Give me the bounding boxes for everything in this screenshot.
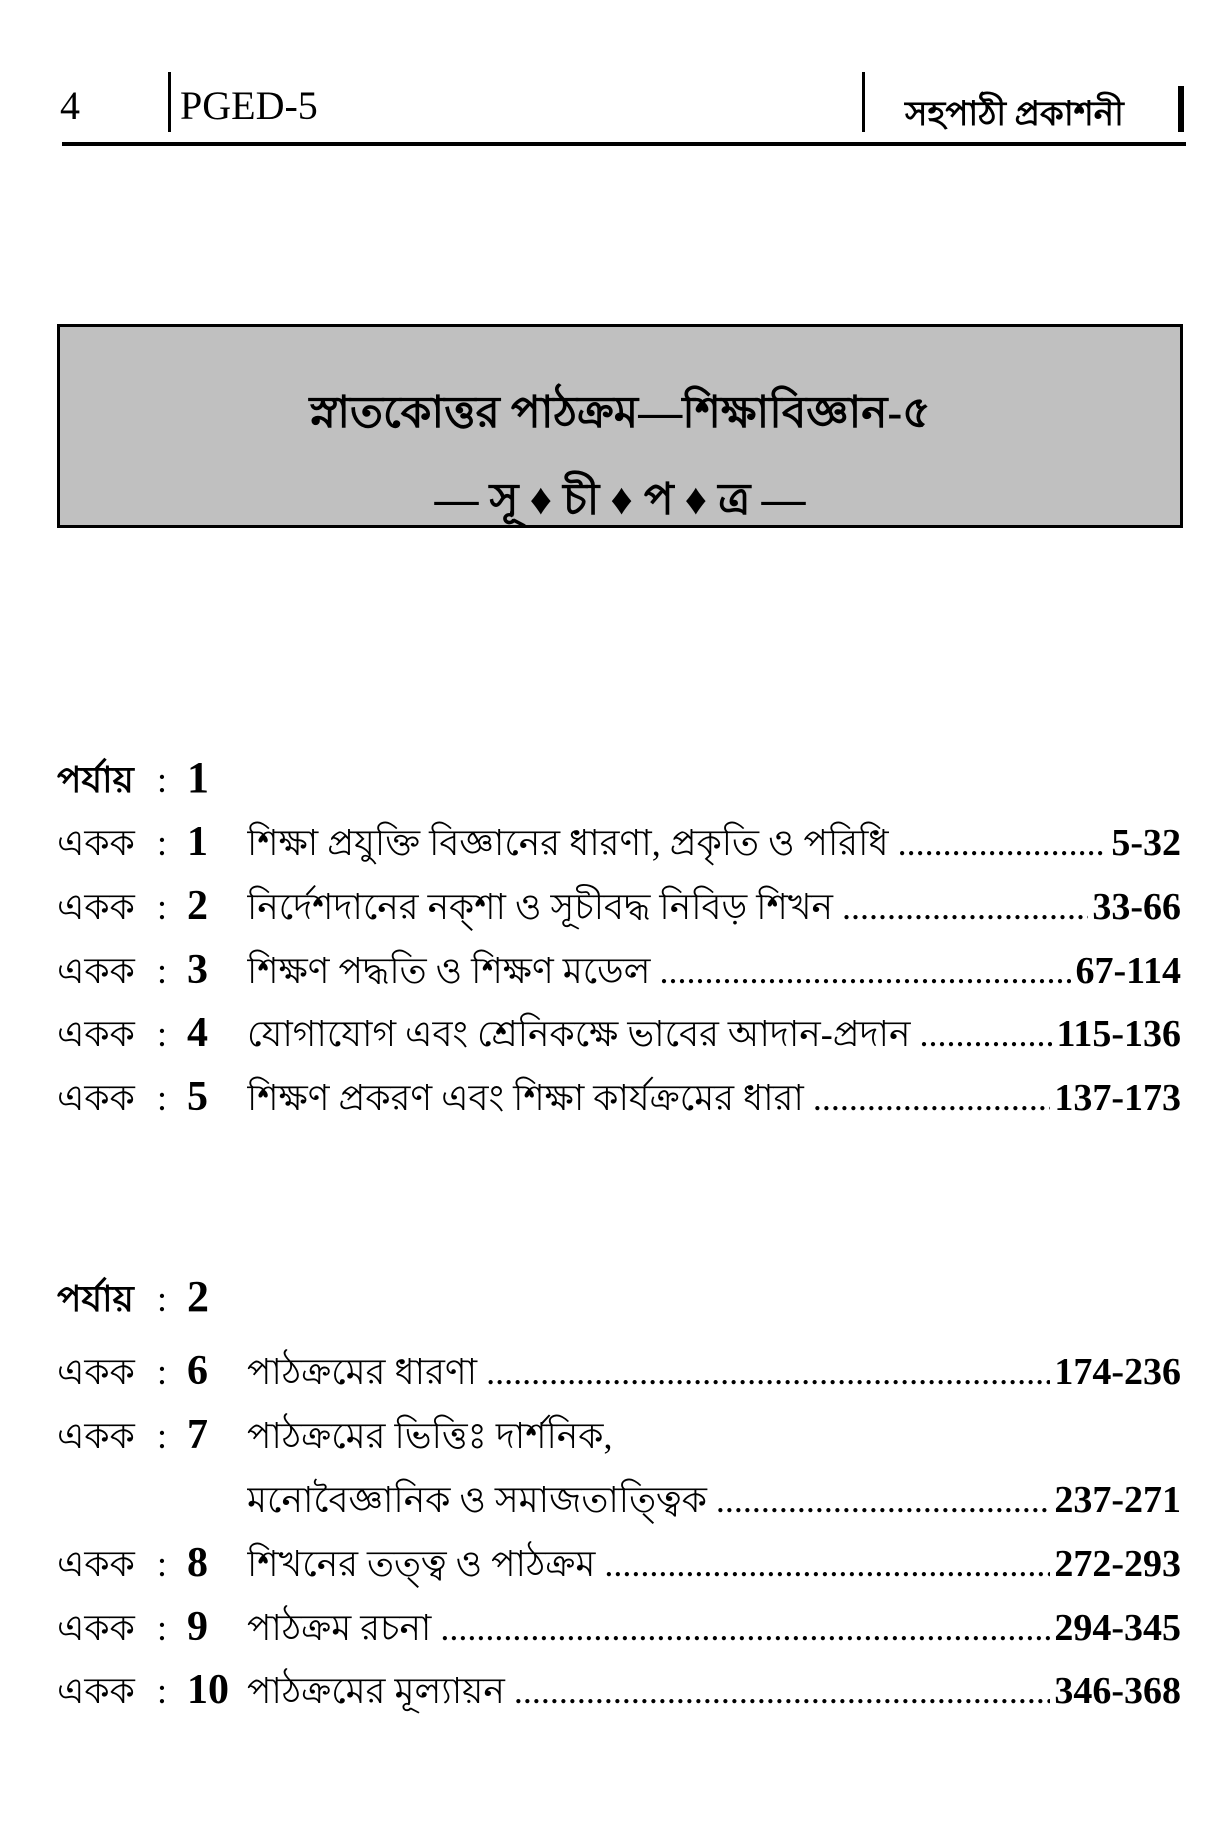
unit-pages: 137-173 xyxy=(1050,1076,1181,1120)
part-heading: পর্যায়: 1 xyxy=(57,752,1181,808)
unit-pages: 174-236 xyxy=(1050,1350,1181,1394)
part-number: 2 xyxy=(187,1272,209,1321)
unit-number: 1 xyxy=(187,819,208,865)
unit-pages: 294-345 xyxy=(1050,1606,1181,1650)
toc-entry[interactable]: একক:3শিক্ষণ পদ্ধতি ও শিক্ষণ মডেল67-114 xyxy=(57,944,1181,1000)
unit-title: পাঠক্রমের ধারণা xyxy=(247,1345,1050,1405)
unit-label: একক xyxy=(57,1352,135,1392)
unit-title: শিক্ষা প্রযুক্তি বিজ্ঞানের ধারণা, প্রকৃত… xyxy=(247,816,1107,876)
part-label: পর্যায় xyxy=(57,1279,134,1319)
unit-label: একক xyxy=(57,823,135,863)
toc-entry[interactable]: একক:7 পাঠক্রমের ভিত্তিঃ দার্শনিক, xyxy=(57,1409,1181,1465)
unit-title: শিক্ষণ পদ্ধতি ও শিক্ষণ মডেল xyxy=(247,944,1071,1004)
unit-label: একক xyxy=(57,1014,135,1054)
unit-pages: 346-368 xyxy=(1050,1669,1181,1713)
toc-entry[interactable]: একক:6পাঠক্রমের ধারণা174-236 xyxy=(57,1345,1181,1401)
unit-label: একক xyxy=(57,887,135,927)
unit-number: 5 xyxy=(187,1074,208,1120)
unit-title: পাঠক্রমের ভিত্তিঃ দার্শনিক, xyxy=(247,1416,613,1456)
unit-pages: 272-293 xyxy=(1050,1542,1181,1586)
unit-title: শিখনের তত্ত্ব ও পাঠক্রম xyxy=(247,1537,1050,1597)
unit-title: শিক্ষণ প্রকরণ এবং শিক্ষা কার্যক্রমের ধার… xyxy=(247,1071,1050,1131)
toc-entry[interactable]: একক:2 নির্দেশদানের নক্শা ও সূচীবদ্ধ নিবিড… xyxy=(57,880,1181,936)
unit-label: একক xyxy=(57,1608,135,1648)
unit-label: একক xyxy=(57,1671,135,1711)
unit-label: একক xyxy=(57,1544,135,1584)
part-heading: পর্যায়: 2 xyxy=(57,1271,1181,1327)
toc-entry[interactable]: একক:8শিখনের তত্ত্ব ও পাঠক্রম272-293 xyxy=(57,1537,1181,1593)
header-divider xyxy=(168,72,171,132)
unit-pages: 67-114 xyxy=(1071,949,1181,993)
unit-number: 7 xyxy=(187,1412,208,1458)
header-divider xyxy=(862,72,865,132)
toc-entry[interactable]: একক:4 যোগাযোগ এবং শ্রেনিকক্ষে ভাবের আদান-… xyxy=(57,1007,1181,1063)
toc-entry[interactable]: একক:10পাঠক্রমের মূল্যায়ন346-368 xyxy=(57,1664,1181,1720)
unit-pages: 5-32 xyxy=(1107,821,1181,865)
toc-entry[interactable]: একক:9পাঠক্রম রচনা294-345 xyxy=(57,1601,1181,1657)
unit-title: পাঠক্রম রচনা xyxy=(247,1601,1050,1661)
unit-number: 3 xyxy=(187,947,208,993)
book-title: স্নাতকোত্তর পাঠক্রম—শিক্ষাবিজ্ঞান-৫ xyxy=(309,388,931,437)
unit-label: একক xyxy=(57,951,135,991)
unit-title: পাঠক্রমের মূল্যায়ন xyxy=(247,1664,1050,1724)
contents-heading: — সূ ♦ চী ♦ প ♦ ত্র — xyxy=(434,475,806,524)
unit-number: 4 xyxy=(187,1010,208,1056)
unit-number: 9 xyxy=(187,1604,208,1650)
header-rule xyxy=(62,142,1186,146)
unit-number: 2 xyxy=(187,883,208,929)
page-number: 4 xyxy=(60,83,80,128)
unit-title: যোগাযোগ এবং শ্রেনিকক্ষে ভাবের আদান-প্রদা… xyxy=(247,1007,1052,1067)
title-box: স্নাতকোত্তর পাঠক্রম—শিক্ষাবিজ্ঞান-৫ — সূ… xyxy=(57,324,1183,528)
part-label: পর্যায় xyxy=(57,760,134,800)
unit-number: 10 xyxy=(187,1667,229,1713)
unit-label: একক xyxy=(57,1416,135,1456)
toc-entry-continued[interactable]: মনোবৈজ্ঞানিক ও সমাজতাত্ত্বিক237-271 xyxy=(57,1473,1181,1529)
toc-entry[interactable]: একক:1 শিক্ষা প্রযুক্তি বিজ্ঞানের ধারণা, প… xyxy=(57,816,1181,872)
unit-title: নির্দেশদানের নক্শা ও সূচীবদ্ধ নিবিড় শিখ… xyxy=(247,880,1088,940)
unit-label: একক xyxy=(57,1078,135,1118)
publisher-name: সহপাঠী প্রকাশনী xyxy=(905,96,1124,133)
unit-pages: 115-136 xyxy=(1052,1012,1181,1056)
course-code: PGED-5 xyxy=(180,83,318,128)
part-number: 1 xyxy=(187,753,209,802)
unit-title-line2: মনোবৈজ্ঞানিক ও সমাজতাত্ত্বিক xyxy=(247,1473,1050,1533)
unit-pages: 237-271 xyxy=(1050,1478,1181,1522)
unit-number: 6 xyxy=(187,1348,208,1394)
header-divider xyxy=(1178,86,1184,132)
unit-pages: 33-66 xyxy=(1088,885,1181,929)
toc-entry[interactable]: একক:5 শিক্ষণ প্রকরণ এবং শিক্ষা কার্যক্রমে… xyxy=(57,1071,1181,1127)
unit-number: 8 xyxy=(187,1540,208,1586)
